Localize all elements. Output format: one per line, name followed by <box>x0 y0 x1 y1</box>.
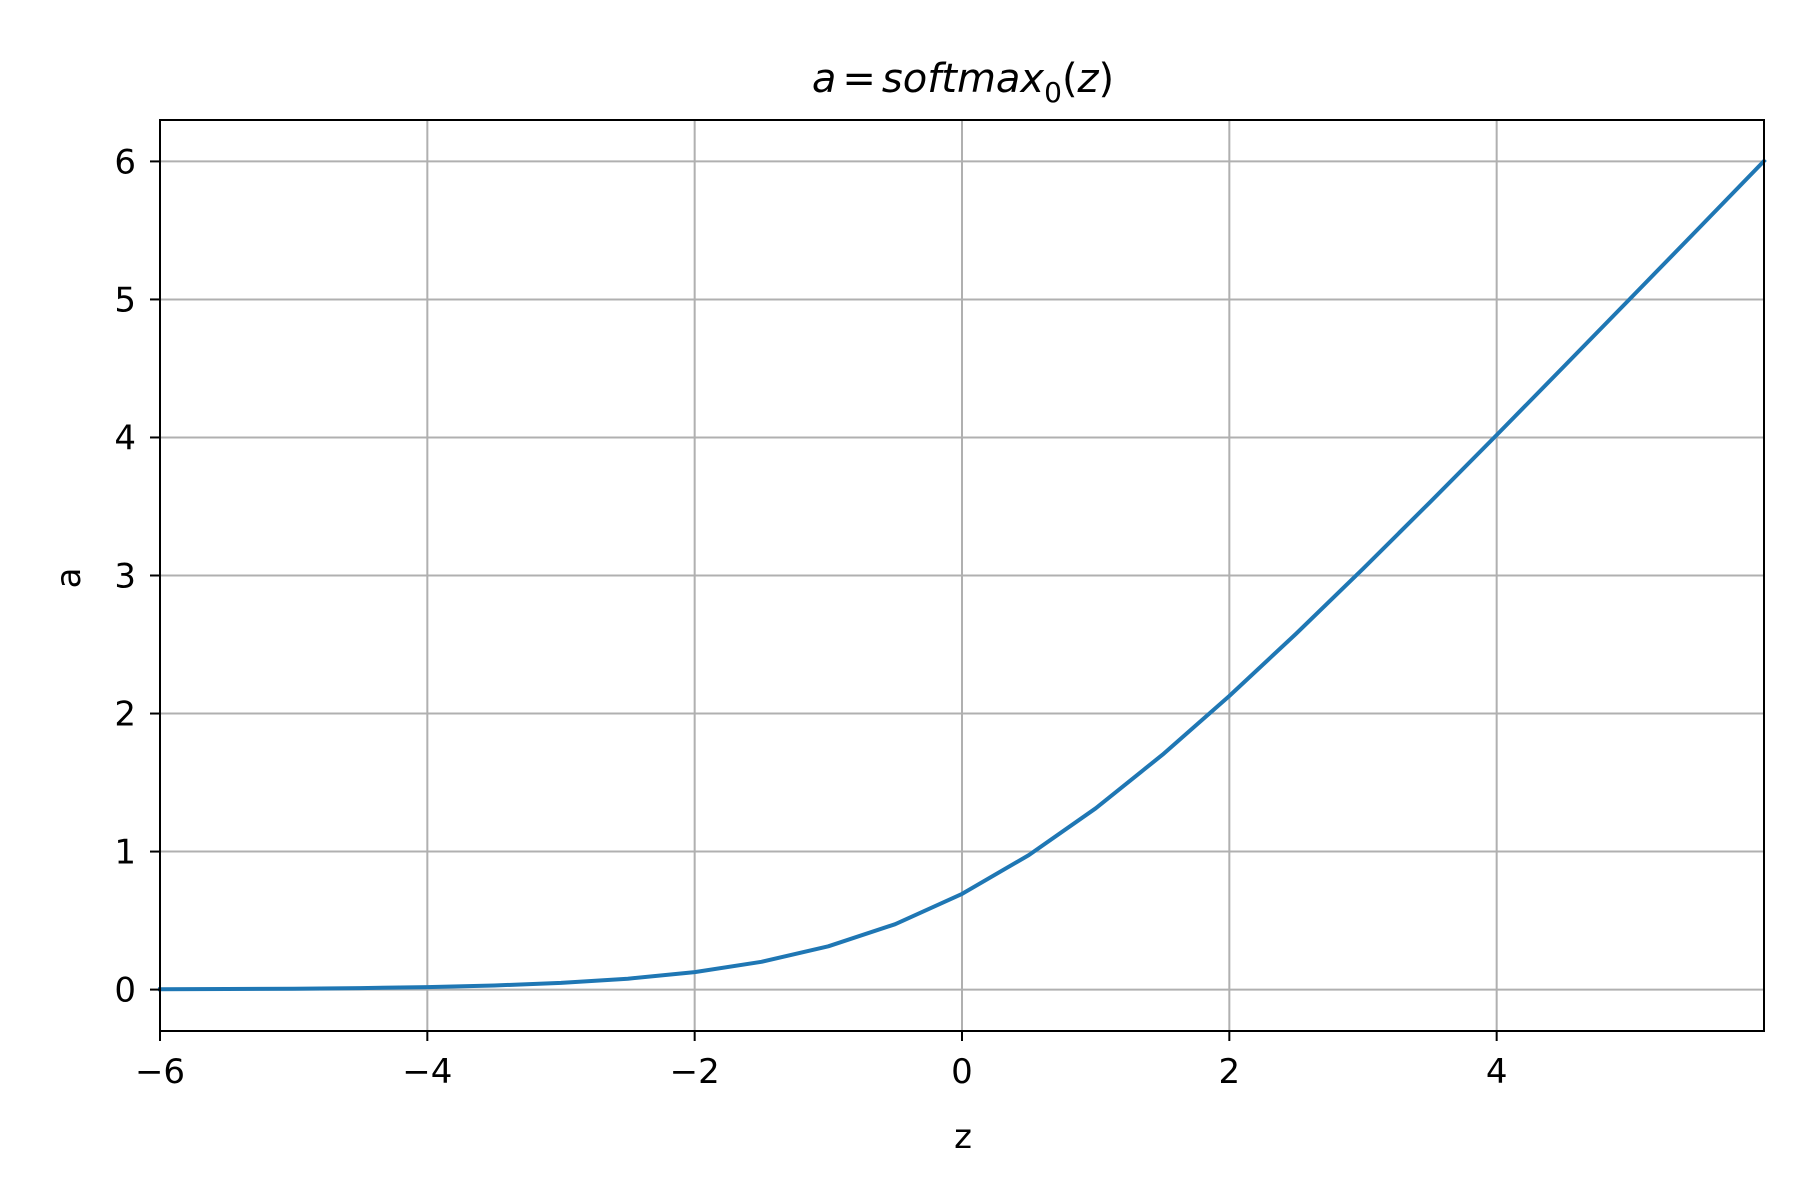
y-tick-label: 0 <box>114 971 136 1011</box>
grid-lines <box>159 120 1764 1031</box>
x-axis-label: z <box>954 1117 972 1157</box>
series-layer <box>157 158 1767 992</box>
x-tick-label: 0 <box>951 1052 973 1092</box>
title-function: softmax <box>882 56 1045 102</box>
x-tick-label: −4 <box>402 1052 452 1092</box>
x-tick-label: 4 <box>1486 1052 1508 1092</box>
y-tick-label: 6 <box>114 142 136 182</box>
y-tick-label: 2 <box>114 695 136 735</box>
title-argument: z <box>1077 56 1100 102</box>
title-lhs: a <box>812 56 837 102</box>
y-axis-label: a <box>49 568 89 589</box>
y-tick-label: 4 <box>114 418 136 458</box>
title-subscript: 0 <box>1044 76 1062 109</box>
series-line <box>157 158 1767 992</box>
title-close-paren: ) <box>1099 56 1115 102</box>
x-tick-label: −6 <box>135 1052 185 1092</box>
y-tick-label: 3 <box>114 557 136 597</box>
axis-ticks: −6 −4 −2 0 2 4 0 1 2 3 4 5 6 <box>114 142 1507 1092</box>
title-open-paren: ( <box>1062 56 1078 102</box>
title-equals: = <box>842 56 876 102</box>
x-tick-label: −2 <box>670 1052 720 1092</box>
x-tick-label: 2 <box>1219 1052 1241 1092</box>
y-tick-label: 1 <box>114 833 136 873</box>
chart-title: a = softmax0(z) <box>812 56 1114 109</box>
y-tick-label: 5 <box>114 280 136 320</box>
